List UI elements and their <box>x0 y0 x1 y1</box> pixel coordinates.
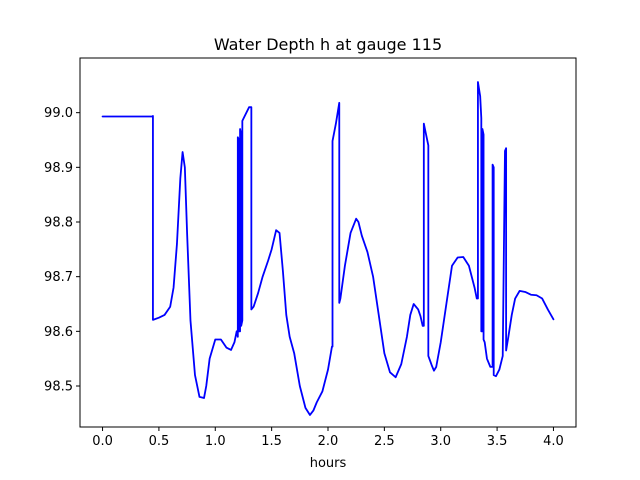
y-tick-label: 98.8 <box>44 216 73 231</box>
x-tick-label: 4.0 <box>543 434 564 449</box>
series-line <box>101 81 555 416</box>
x-tick-label: 3.5 <box>487 434 508 449</box>
x-tick-label: 2.5 <box>374 434 395 449</box>
series-layer <box>101 81 555 416</box>
x-tick-label: 1.0 <box>205 434 226 449</box>
y-tick-label: 98.9 <box>44 161 73 176</box>
x-tick-label: 1.5 <box>261 434 282 449</box>
chart-title: Water Depth h at gauge 115 <box>214 35 442 54</box>
x-axis-label: hours <box>310 456 347 471</box>
x-axis: 0.0 0.5 1.0 1.5 2.0 2.5 3.0 3.5 4.0 <box>92 427 564 449</box>
x-tick-label: 3.0 <box>430 434 451 449</box>
y-tick-label: 98.5 <box>44 380 73 395</box>
x-tick-label: 2.0 <box>318 434 339 449</box>
y-axis: 98.5 98.6 98.7 98.8 98.9 99.0 <box>44 106 80 395</box>
x-tick-label: 0.5 <box>149 434 170 449</box>
y-tick-label: 98.6 <box>44 325 73 340</box>
y-tick-label: 98.7 <box>44 270 73 285</box>
y-tick-label: 99.0 <box>44 106 73 121</box>
x-tick-label: 0.0 <box>92 434 113 449</box>
